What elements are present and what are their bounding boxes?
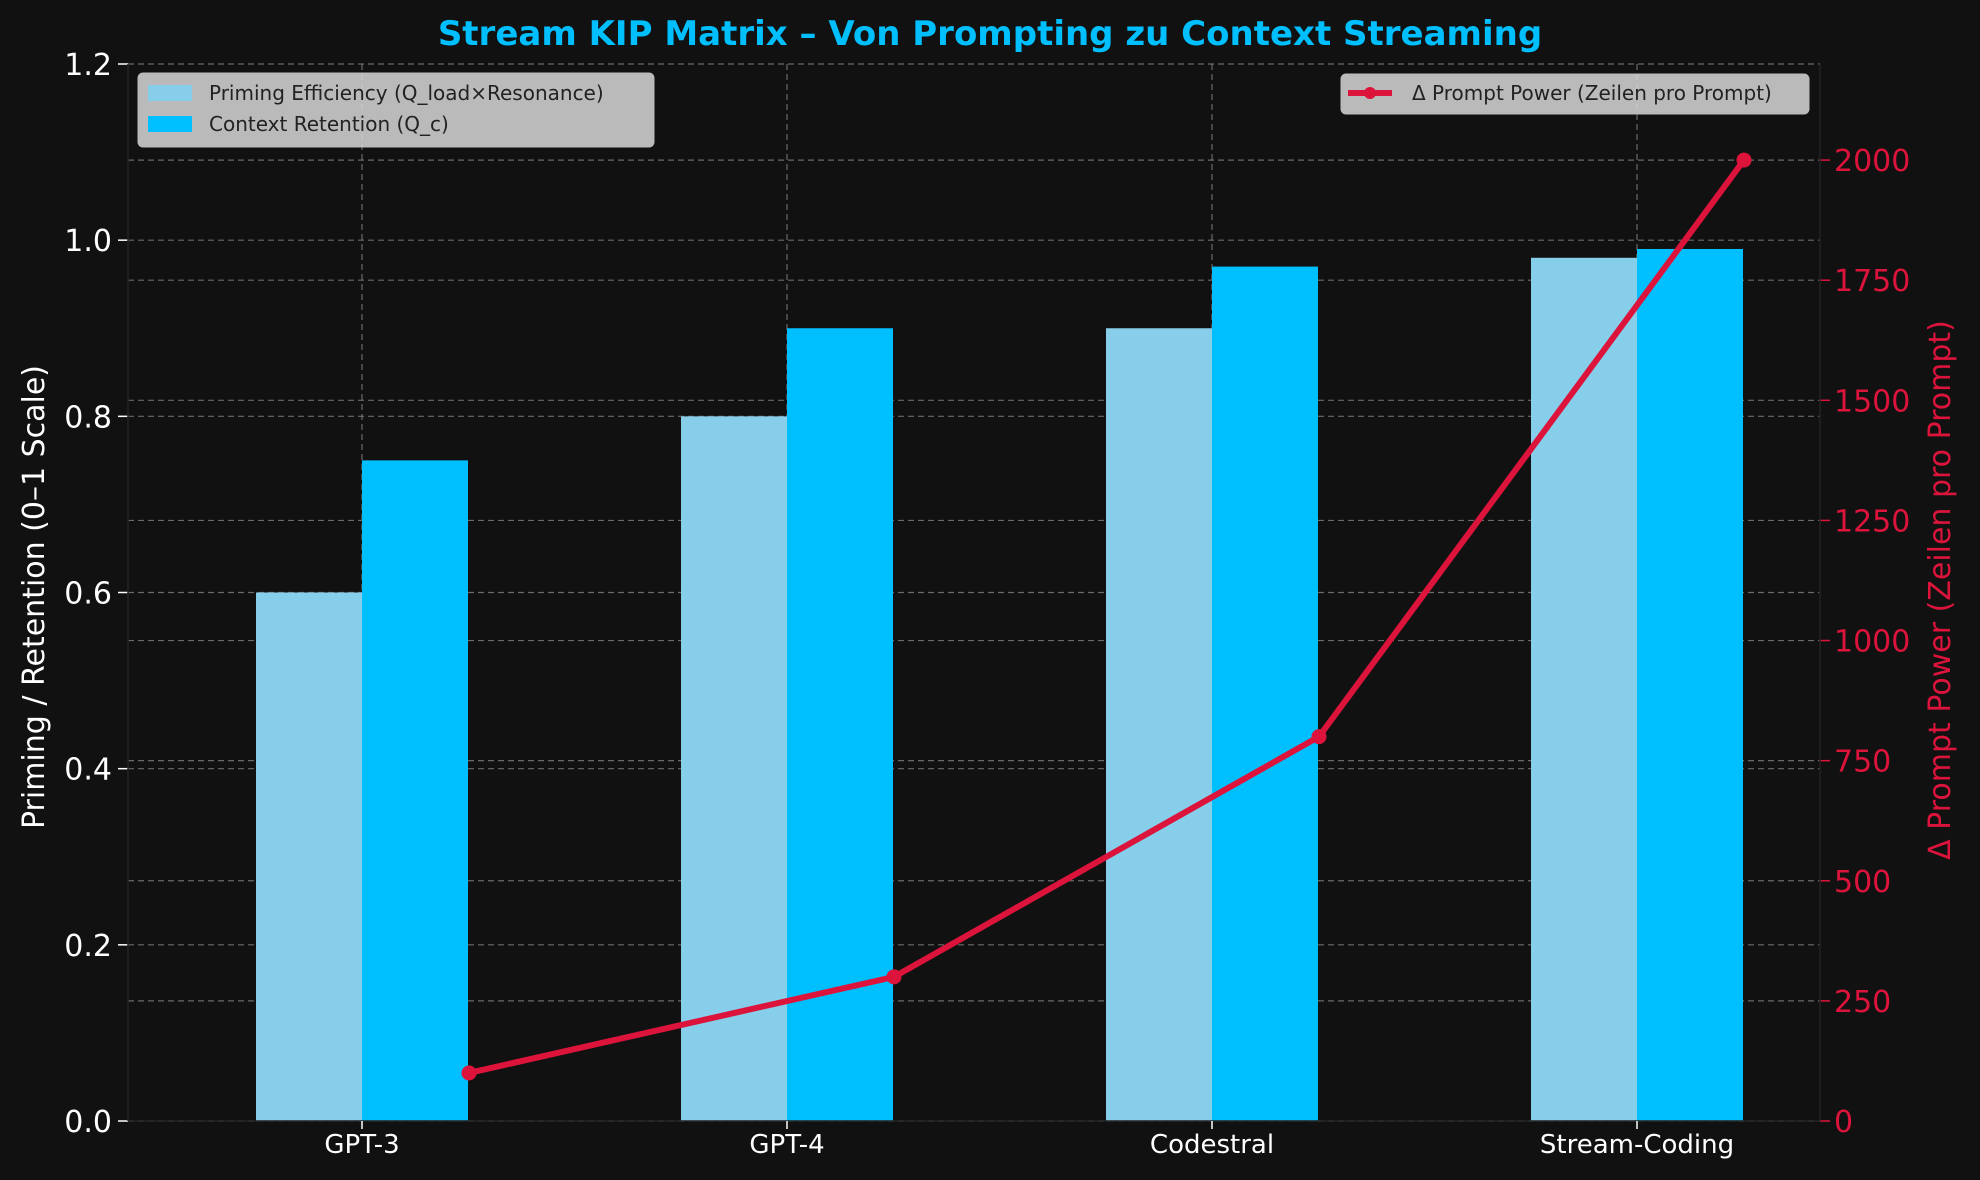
bar-priming-3 [1531,257,1637,1121]
y-axis-label-left: Priming / Retention (0–1 Scale) [17,365,52,829]
y-tick-label-left-6: 1.2 [64,48,112,83]
y-axis-label-right: Δ Prompt Power (Zeilen pro Prompt) [1923,320,1958,860]
legend-swatch-retention [148,116,192,132]
point-prompt-power-2 [1311,729,1327,745]
x-tick-label-3: Stream-Coding [1540,1130,1734,1160]
legend-swatch-priming [148,85,192,101]
y-tick-label-right-6: 1500 [1834,384,1910,419]
y-tick-label-left-1: 0.2 [64,929,112,964]
legend-right: Δ Prompt Power (Zeilen pro Prompt) [1340,73,1810,115]
x-tick-label-2: Codestral [1150,1130,1274,1160]
bar-retention-0 [362,460,468,1121]
line-layer [461,152,1752,1081]
bars-layer [256,248,1743,1122]
y-tick-label-right-5: 1250 [1834,504,1910,539]
x-tick-label-0: GPT-3 [324,1130,399,1160]
y-tick-label-right-7: 1750 [1834,264,1910,299]
y-tick-label-left-0: 0.0 [64,1105,112,1140]
axes-layer: 0.0 0.2 0.4 0.6 0.8 1.0 1.2 0 250 500 750 1000 1250 1… [64,48,1910,1160]
line-prompt-power [466,157,1747,1076]
bar-retention-2 [1212,266,1318,1121]
legend-label-priming: Priming Efficiency (Q_load×Resonance) [209,81,604,105]
bar-retention-1 [787,328,893,1121]
legend-left: Priming Efficiency (Q_load×Resonance) Co… [137,72,655,148]
y-tick-label-left-3: 0.6 [64,577,112,612]
bar-retention-3 [1637,248,1743,1122]
y-tick-label-right-1: 250 [1834,985,1891,1020]
y-tick-label-left-2: 0.4 [64,753,112,788]
y-tick-label-right-0: 0 [1834,1105,1853,1140]
y-tick-label-left-4: 0.8 [64,400,112,435]
chart-title: Stream KIP Matrix – Von Prompting zu Con… [438,14,1542,54]
point-prompt-power-0 [461,1065,477,1081]
bar-priming-2 [1106,328,1212,1121]
point-prompt-power-3 [1736,152,1752,168]
y-tick-label-right-4: 1000 [1834,625,1910,660]
y-tick-label-right-8: 2000 [1834,144,1910,179]
legend-right-frame [1340,73,1810,115]
point-prompt-power-1 [886,969,902,985]
y-tick-label-right-2: 500 [1834,865,1891,900]
y-tick-label-left-5: 1.0 [64,224,112,259]
bar-priming-0 [256,592,362,1121]
legend-swatch-prompt-power-marker [1364,87,1376,99]
legend-label-prompt-power: Δ Prompt Power (Zeilen pro Prompt) [1412,81,1772,105]
x-tick-label-1: GPT-4 [749,1130,824,1160]
legend-label-retention: Context Retention (Q_c) [209,112,449,136]
y-tick-label-right-3: 750 [1834,745,1891,780]
legend-left-frame [137,72,655,148]
